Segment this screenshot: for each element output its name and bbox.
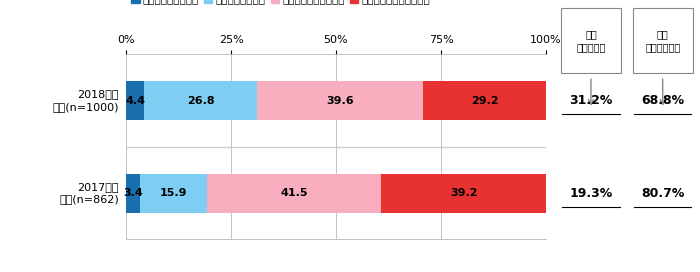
Text: 39.2: 39.2 bbox=[450, 188, 477, 198]
Bar bbox=[140, 174, 207, 212]
Text: 3.4: 3.4 bbox=[123, 188, 143, 198]
Bar bbox=[424, 81, 546, 120]
Text: 29.2: 29.2 bbox=[471, 96, 498, 106]
Bar bbox=[126, 81, 144, 120]
Bar bbox=[126, 174, 140, 212]
Text: 4.4: 4.4 bbox=[125, 96, 145, 106]
Text: 26.8: 26.8 bbox=[187, 96, 215, 106]
FancyBboxPatch shape bbox=[561, 8, 621, 73]
Legend: とても実感している, やや実感している, あまり実感していない, まったく実感していない: とても実感している, やや実感している, あまり実感していない, まったく実感し… bbox=[127, 0, 434, 8]
FancyBboxPatch shape bbox=[633, 8, 693, 73]
Text: 15.9: 15.9 bbox=[160, 188, 188, 198]
Text: 68.8%: 68.8% bbox=[641, 94, 685, 107]
Bar bbox=[382, 174, 546, 212]
Text: 31.2%: 31.2% bbox=[569, 94, 612, 107]
Text: 実感
している計: 実感 している計 bbox=[576, 29, 606, 52]
Text: 実感
していない計: 実感 していない計 bbox=[645, 29, 680, 52]
Bar bbox=[257, 81, 424, 120]
Text: 41.5: 41.5 bbox=[281, 188, 308, 198]
Text: 39.6: 39.6 bbox=[326, 96, 354, 106]
Bar bbox=[207, 174, 382, 212]
Text: 80.7%: 80.7% bbox=[641, 187, 685, 200]
Bar bbox=[144, 81, 257, 120]
Text: 19.3%: 19.3% bbox=[569, 187, 612, 200]
